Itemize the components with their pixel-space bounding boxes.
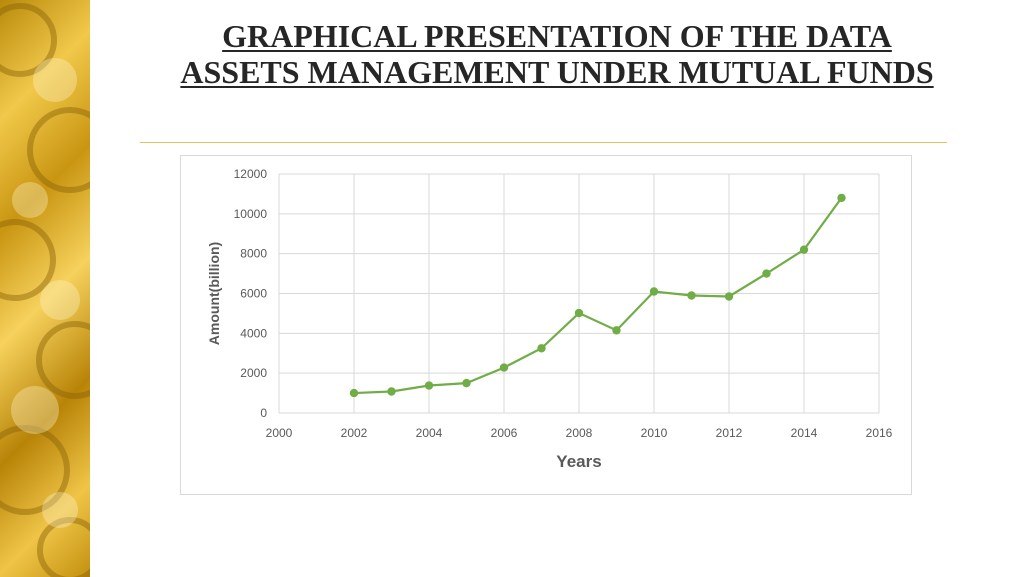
y-tick-label: 8000 — [240, 247, 267, 261]
slide-title-line-1: GRAPHICAL PRESENTATION OF THE DATA — [222, 18, 892, 54]
data-point — [687, 291, 696, 300]
data-point — [762, 269, 771, 278]
x-tick-label: 2012 — [716, 426, 743, 440]
x-tick-label: 2006 — [491, 426, 518, 440]
data-point — [387, 387, 396, 396]
y-tick-label: 6000 — [240, 287, 267, 301]
x-tick-label: 2016 — [866, 426, 893, 440]
title-divider — [140, 142, 947, 143]
data-point — [799, 245, 809, 254]
x-tick-label: 2000 — [266, 426, 293, 440]
y-tick-label: 10000 — [234, 207, 268, 221]
chart-frame: 0 2000 4000 6000 8000 10000 12000 2000 2002 2004 2… — [180, 155, 912, 495]
data-point — [424, 381, 434, 390]
y-axis-title: Amount(billion) — [206, 242, 222, 345]
data-point — [574, 308, 584, 318]
data-point — [837, 193, 846, 203]
y-tick-label: 4000 — [240, 326, 267, 340]
slide-title-line-2: ASSETS MANAGEMENT UNDER MUTUAL FUNDS — [180, 54, 934, 90]
data-point — [537, 344, 546, 353]
data-point — [649, 287, 659, 296]
x-tick-label: 2014 — [791, 426, 818, 440]
y-tick-label: 12000 — [234, 167, 268, 181]
series-line — [353, 197, 843, 395]
x-tick-label: 2010 — [641, 426, 668, 440]
x-tick-label: 2004 — [416, 426, 443, 440]
line-chart: 0 2000 4000 6000 8000 10000 12000 2000 2002 2004 2… — [206, 167, 893, 471]
data-point — [349, 388, 359, 398]
x-tick-label: 2002 — [341, 426, 368, 440]
data-point — [462, 378, 471, 388]
data-point — [612, 326, 621, 335]
y-tick-label: 0 — [260, 406, 267, 420]
data-point — [724, 292, 734, 301]
slide-title: GRAPHICAL PRESENTATION OF THE DATA ASSET… — [90, 18, 1024, 90]
x-axis-title: Years — [556, 452, 601, 471]
decorative-currency-panel — [0, 0, 90, 577]
y-tick-label: 2000 — [240, 366, 267, 380]
x-tick-label: 2008 — [566, 426, 593, 440]
data-point — [499, 363, 509, 372]
